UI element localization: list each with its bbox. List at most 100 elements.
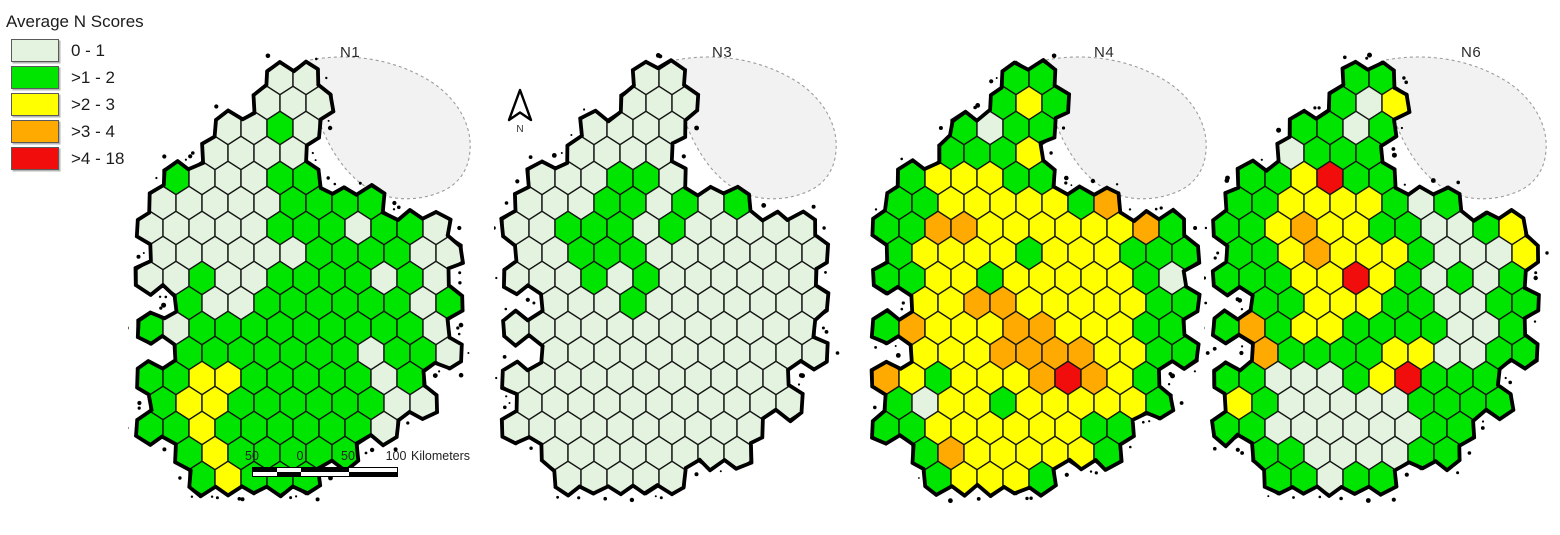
islet-speck bbox=[136, 254, 141, 259]
scale-bar-segment bbox=[301, 472, 349, 476]
legend-item: >1 - 2 bbox=[6, 64, 144, 91]
islet-speck bbox=[822, 226, 826, 230]
islet-speck bbox=[570, 134, 573, 136]
islet-speck bbox=[326, 176, 330, 180]
scale-bar-row bbox=[253, 472, 397, 476]
islet-speck bbox=[824, 330, 829, 334]
legend-item-label: >1 - 2 bbox=[71, 67, 115, 87]
islet-speck bbox=[948, 498, 953, 504]
islet-speck bbox=[1212, 346, 1217, 351]
islet-speck bbox=[158, 295, 162, 298]
islet-speck bbox=[458, 271, 462, 275]
islet-speck bbox=[1094, 471, 1098, 475]
islet-speck bbox=[159, 306, 163, 310]
hexbin-map-N3 bbox=[492, 53, 840, 503]
islet-speck bbox=[162, 447, 167, 452]
islet-speck bbox=[1202, 276, 1206, 280]
scale-bar-number: 0 bbox=[296, 449, 304, 463]
north-arrow-label: N bbox=[516, 124, 524, 135]
islet-speck bbox=[1154, 207, 1158, 211]
islet-speck bbox=[528, 155, 533, 159]
islet-speck bbox=[458, 372, 464, 378]
islet-speck bbox=[137, 400, 142, 406]
islet-speck bbox=[1064, 181, 1068, 185]
islet-speck bbox=[327, 119, 330, 122]
islet-speck bbox=[1216, 251, 1220, 255]
scale-bar-number: 50 bbox=[341, 449, 355, 463]
islet-speck bbox=[1170, 373, 1175, 379]
islet-speck bbox=[265, 53, 271, 59]
islet-speck bbox=[184, 158, 187, 161]
islet-speck bbox=[1049, 151, 1053, 155]
islet-speck bbox=[532, 301, 536, 305]
islet-speck bbox=[1365, 498, 1371, 503]
islet-speck bbox=[1235, 447, 1240, 452]
islet-speck bbox=[938, 126, 943, 130]
islet-speck bbox=[495, 276, 498, 280]
islet-speck bbox=[659, 496, 663, 500]
islet-speck bbox=[505, 395, 508, 398]
islet-speck bbox=[1481, 420, 1485, 423]
islet-speck bbox=[821, 326, 825, 330]
islet-speck bbox=[1391, 497, 1396, 502]
islet-speck bbox=[894, 345, 897, 347]
islet-speck bbox=[873, 405, 877, 410]
islet-speck bbox=[495, 376, 498, 380]
islet-speck bbox=[1404, 472, 1409, 477]
legend-swatch bbox=[11, 120, 59, 143]
islet-speck bbox=[900, 157, 903, 161]
islet-speck bbox=[1318, 495, 1322, 499]
islet-speck bbox=[178, 476, 182, 480]
islet-speck bbox=[393, 447, 398, 452]
islet-speck bbox=[397, 205, 401, 210]
islet-speck bbox=[155, 176, 158, 180]
islet-speck bbox=[835, 351, 840, 355]
islet-speck bbox=[1089, 470, 1093, 473]
islet-speck bbox=[629, 497, 635, 503]
legend-item-label: >4 - 18 bbox=[71, 148, 125, 168]
map-panel-N1: N1 bbox=[124, 38, 480, 524]
islet-speck bbox=[333, 182, 337, 186]
islet-speck bbox=[1213, 446, 1217, 451]
map-title-N1: N1 bbox=[340, 44, 361, 61]
islet-speck bbox=[874, 346, 877, 349]
islet-speck bbox=[467, 352, 470, 354]
coastline bbox=[133, 59, 465, 499]
islet-speck bbox=[295, 495, 298, 498]
islet-speck bbox=[1061, 126, 1066, 130]
hexbin-map-N1 bbox=[124, 53, 471, 502]
islet-speck bbox=[719, 470, 722, 473]
islet-speck bbox=[289, 496, 293, 500]
islet-speck bbox=[583, 108, 586, 111]
scale-bar-segment bbox=[349, 472, 397, 476]
map-panel-N3: N3 bbox=[492, 38, 846, 524]
islet-speck bbox=[327, 125, 333, 131]
islet-speck bbox=[1365, 56, 1369, 60]
islet-speck bbox=[1159, 206, 1163, 210]
islet-speck bbox=[508, 402, 511, 404]
islet-speck bbox=[392, 208, 396, 211]
legend-title: Average N Scores bbox=[6, 12, 144, 31]
legend-item-label: >2 - 3 bbox=[71, 94, 115, 114]
islet-speck bbox=[458, 322, 464, 328]
islet-speck bbox=[577, 496, 581, 500]
scale-bar-number: 100 bbox=[385, 449, 407, 463]
islet-speck bbox=[137, 406, 141, 410]
legend-swatch bbox=[11, 39, 59, 62]
scale-bar-segment bbox=[277, 468, 301, 472]
islet-speck bbox=[1534, 271, 1538, 275]
islet-speck bbox=[1090, 178, 1096, 184]
islet-speck bbox=[1241, 345, 1244, 348]
islet-speck bbox=[438, 370, 441, 373]
scale-bar-segment bbox=[253, 472, 277, 476]
islet-speck bbox=[315, 497, 320, 502]
islet-speck bbox=[900, 307, 904, 311]
scale-bar-row bbox=[253, 468, 397, 472]
northern-ireland-region bbox=[674, 56, 837, 200]
islet-speck bbox=[1292, 496, 1295, 499]
islet-speck bbox=[1239, 350, 1244, 356]
islet-speck bbox=[457, 332, 461, 336]
islet-speck bbox=[458, 281, 462, 285]
islet-speck bbox=[1391, 147, 1396, 151]
